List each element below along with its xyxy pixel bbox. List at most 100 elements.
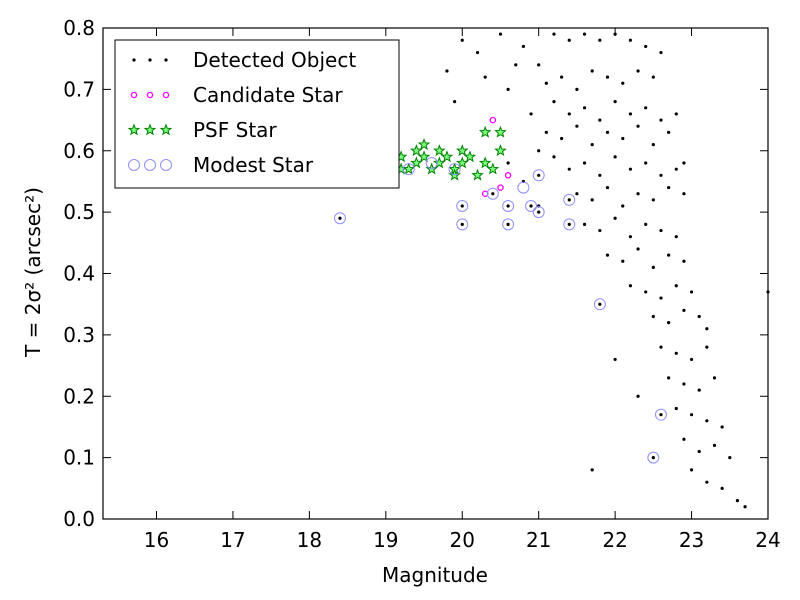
data-point bbox=[544, 81, 548, 85]
data-point bbox=[636, 394, 640, 398]
data-point bbox=[705, 327, 709, 331]
legend-marker bbox=[148, 58, 152, 62]
legend-marker bbox=[143, 123, 157, 136]
y-tick-label: 0.7 bbox=[63, 77, 95, 101]
data-point bbox=[605, 253, 610, 257]
data-point bbox=[682, 192, 686, 196]
data-point bbox=[720, 486, 724, 490]
data-point bbox=[636, 124, 640, 128]
legend-marker bbox=[146, 91, 154, 99]
data-point bbox=[598, 118, 602, 122]
data-point bbox=[628, 167, 633, 171]
x-tick-label: 23 bbox=[679, 528, 704, 552]
legend-item: PSF Star bbox=[127, 118, 277, 142]
y-tick-label: 0.8 bbox=[63, 16, 95, 40]
legend-label: Detected Object bbox=[193, 48, 356, 72]
y-tick-label: 0.4 bbox=[63, 262, 95, 286]
data-point bbox=[628, 112, 633, 116]
data-point bbox=[659, 413, 663, 417]
data-point bbox=[654, 408, 667, 421]
data-point bbox=[410, 144, 423, 157]
data-point bbox=[712, 443, 717, 447]
data-point bbox=[486, 187, 499, 200]
data-point bbox=[544, 130, 548, 134]
data-point bbox=[647, 451, 660, 464]
data-point bbox=[410, 156, 423, 169]
data-point bbox=[537, 173, 541, 177]
y-tick-label: 0.3 bbox=[63, 323, 95, 347]
data-point bbox=[582, 222, 587, 226]
data-point bbox=[644, 222, 648, 226]
legend-marker bbox=[162, 91, 170, 99]
data-point bbox=[567, 167, 571, 171]
data-point bbox=[651, 265, 655, 269]
data-point bbox=[567, 38, 571, 42]
data-point bbox=[494, 125, 507, 138]
x-tick-label: 20 bbox=[450, 528, 475, 552]
data-point bbox=[621, 136, 625, 141]
data-point bbox=[628, 284, 633, 288]
data-point bbox=[494, 144, 507, 157]
legend-marker bbox=[144, 159, 156, 171]
data-point bbox=[478, 156, 492, 169]
legend-marker bbox=[164, 58, 168, 62]
legend-items: Detected Object Candidate Star PSF Star Mod… bbox=[127, 48, 356, 177]
data-point bbox=[402, 163, 415, 176]
data-point bbox=[651, 75, 655, 79]
legend-label: PSF Star bbox=[193, 118, 277, 142]
data-point bbox=[659, 173, 663, 177]
data-point bbox=[651, 143, 655, 147]
data-point bbox=[590, 198, 594, 202]
data-point bbox=[728, 456, 732, 460]
series-psf-star bbox=[387, 125, 507, 181]
data-point bbox=[705, 345, 709, 349]
series-modest-star bbox=[142, 157, 667, 464]
data-point bbox=[489, 116, 497, 124]
x-tick-label: 17 bbox=[220, 528, 245, 552]
data-point bbox=[636, 69, 640, 73]
data-point bbox=[682, 308, 686, 312]
data-point bbox=[659, 118, 663, 122]
data-point bbox=[682, 161, 686, 165]
data-point bbox=[667, 185, 671, 190]
data-point bbox=[644, 290, 648, 294]
data-point bbox=[598, 228, 602, 233]
data-point bbox=[674, 112, 678, 116]
data-point bbox=[613, 216, 617, 220]
data-point bbox=[504, 172, 512, 179]
data-point bbox=[532, 169, 545, 182]
y-tick-label: 0.2 bbox=[63, 384, 95, 408]
data-point bbox=[593, 298, 606, 311]
data-point bbox=[417, 137, 431, 150]
data-point bbox=[506, 161, 510, 165]
data-point bbox=[537, 210, 541, 214]
data-point bbox=[440, 150, 454, 163]
y-axis-label: T = 2σ² (arcsec²) bbox=[21, 187, 45, 358]
data-point bbox=[689, 357, 694, 362]
y-tick-label: 0.0 bbox=[63, 507, 95, 531]
data-point bbox=[502, 218, 515, 231]
data-point bbox=[621, 81, 625, 85]
legend-item: Detected Object bbox=[132, 48, 356, 72]
y-tick-label: 0.1 bbox=[63, 446, 95, 470]
legend-marker bbox=[128, 159, 140, 171]
data-point bbox=[667, 253, 671, 257]
data-point bbox=[667, 376, 671, 380]
data-point bbox=[483, 75, 487, 79]
data-point bbox=[575, 192, 579, 196]
data-point bbox=[682, 437, 686, 441]
y-tick-label: 0.6 bbox=[63, 139, 95, 163]
data-point bbox=[659, 50, 663, 55]
data-point bbox=[552, 155, 556, 159]
legend: Detected Object Candidate Star PSF Star Mod… bbox=[114, 39, 400, 189]
x-tick-label: 18 bbox=[297, 528, 322, 552]
data-point bbox=[445, 69, 449, 73]
data-point bbox=[605, 130, 610, 134]
data-point bbox=[674, 406, 678, 411]
data-point bbox=[582, 161, 587, 165]
data-point bbox=[575, 124, 579, 128]
data-point bbox=[644, 106, 648, 110]
data-point bbox=[682, 382, 686, 386]
data-point bbox=[689, 413, 694, 417]
data-point bbox=[605, 185, 610, 190]
